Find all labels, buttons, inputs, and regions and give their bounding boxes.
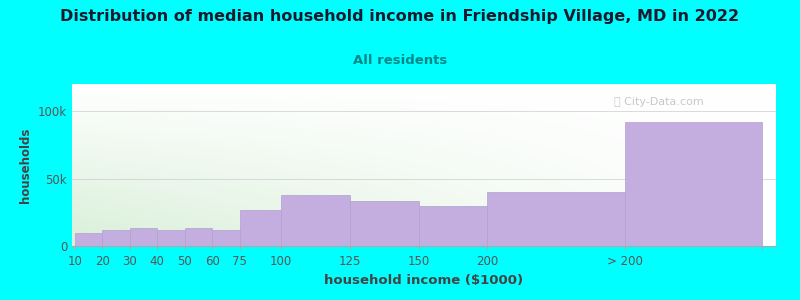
Y-axis label: households: households <box>19 127 33 203</box>
X-axis label: household income ($1000): household income ($1000) <box>325 274 523 286</box>
Bar <box>102 230 130 246</box>
Bar <box>212 230 254 246</box>
Text: ⓘ City-Data.com: ⓘ City-Data.com <box>614 97 704 107</box>
Bar <box>487 192 625 246</box>
Bar <box>418 206 487 246</box>
Bar <box>350 202 418 246</box>
Bar <box>185 228 212 246</box>
Bar <box>281 195 350 246</box>
Bar <box>74 232 102 246</box>
Bar <box>158 230 185 246</box>
Bar <box>625 122 762 246</box>
Bar <box>130 229 158 246</box>
Text: Distribution of median household income in Friendship Village, MD in 2022: Distribution of median household income … <box>61 9 739 24</box>
Text: All residents: All residents <box>353 54 447 67</box>
Bar <box>240 209 309 246</box>
